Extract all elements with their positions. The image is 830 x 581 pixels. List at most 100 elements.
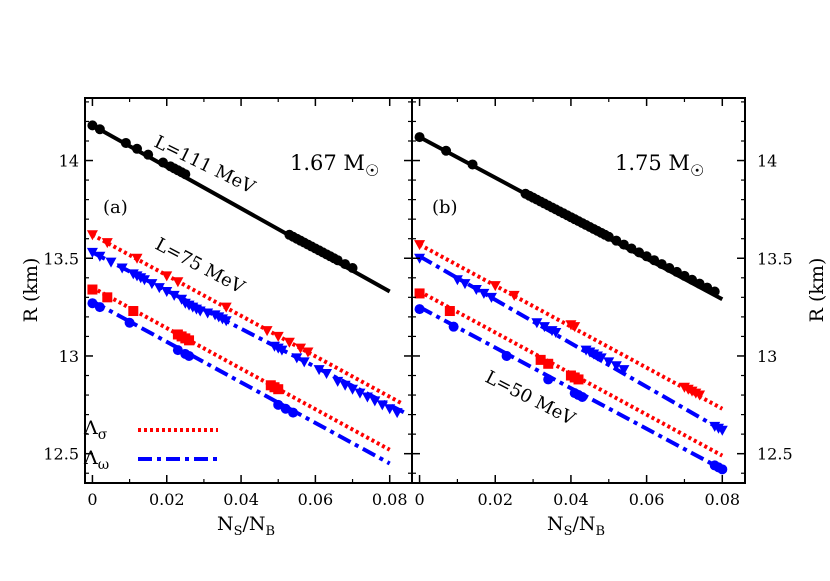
data-point [131,253,143,264]
data-point [414,304,425,315]
x-axis-title-b-mid: /N [572,513,595,535]
data-point [610,361,622,372]
data-point [161,286,173,297]
data-point [641,251,652,262]
data-point [414,288,425,299]
data-point [273,399,284,410]
y-tick-label: 14 [59,152,79,171]
data-point [459,279,471,290]
series-line [91,299,391,466]
y-tick-label: 13.5 [43,249,79,268]
data-point [172,345,183,356]
data-point [414,240,426,251]
data-point [86,247,98,258]
sun-symbol-icon: ☉ [690,161,704,180]
x-tick-label: 0.08 [372,490,408,509]
data-point [709,286,720,297]
x-tick-label: 0.02 [477,490,513,509]
data-point [313,365,325,376]
mass-label-a: 1.67 M☉ [290,151,379,180]
data-point [220,302,232,313]
x-axis-title-b: NS/NB [547,513,605,539]
data-point [295,343,307,354]
data-point [220,316,232,327]
data-point [321,369,333,380]
data-point [120,137,131,148]
data-point [168,290,180,301]
data-point [298,357,310,368]
mass-label-a-text: 1.67 M [290,151,365,175]
panel-b-frame [411,97,746,484]
data-point [94,124,105,135]
data-point [671,266,682,277]
data-point [332,255,343,266]
data-point [531,318,543,329]
data-point [538,322,550,333]
data-point [180,169,191,180]
data-point [339,380,351,391]
data-point [716,425,728,436]
data-point [485,292,497,303]
data-point [603,231,614,242]
data-point [595,353,607,364]
data-point [717,464,728,475]
sun-symbol-icon: ☉ [365,161,379,180]
data-point [444,306,455,317]
data-point [603,357,615,368]
data-point [272,331,284,342]
panel-b-label: (b) [432,197,458,218]
x-tick-label: 0.08 [704,490,740,509]
axis-ticks-layer [85,98,745,483]
x-axis-title-b-main: N [547,513,564,535]
mass-label-b-text: 1.75 M [615,151,690,175]
data-point [451,275,463,286]
data-point [634,247,645,258]
data-point [467,159,478,170]
legend-sigma-symbol: Λ [83,417,98,439]
data-point [105,257,117,268]
x-tick-label: 0.06 [629,490,665,509]
y-tick-label: 13 [757,347,777,366]
y-tick-label: 12.5 [757,445,793,464]
legend-label-lambda-sigma: Λσ [83,417,108,443]
data-point [573,374,584,385]
data-point [261,326,273,337]
data-point [664,263,675,274]
legend-label-lambda-omega: Λω [83,447,109,473]
data-point [384,404,396,415]
x-axis-title-b-sub2: B [596,524,606,539]
data-point [128,306,139,317]
series-line [91,233,402,405]
data-point [702,282,713,293]
data-point [361,392,373,403]
legend-omega-symbol: Λ [83,447,98,469]
mass-label-b: 1.75 M☉ [615,151,704,180]
x-tick-label: 0.04 [553,490,589,509]
x-tick-label: 0.04 [223,490,259,509]
data-point [291,353,303,364]
data-point [354,388,366,399]
x-tick-label: 0 [87,490,97,509]
data-point [102,292,113,303]
data-point [656,259,667,270]
legend-sigma-sub: σ [98,427,108,443]
data-point [143,149,154,160]
data-point [86,230,98,241]
data-point [146,279,158,290]
data-point [618,365,630,376]
series-line [418,254,724,432]
data-point [470,285,482,296]
data-point [611,235,622,246]
x-axis-title-a-sub1: S [234,524,243,539]
data-point [87,120,98,131]
data-point [543,358,554,369]
legend-omega-sub: ω [98,457,109,473]
y-tick-label: 14 [757,152,777,171]
data-point [577,392,588,403]
x-axis-title-b-sub1: S [564,524,573,539]
data-point [184,335,195,346]
data-point [478,288,490,299]
data-point [116,263,128,274]
data-point [276,345,288,356]
